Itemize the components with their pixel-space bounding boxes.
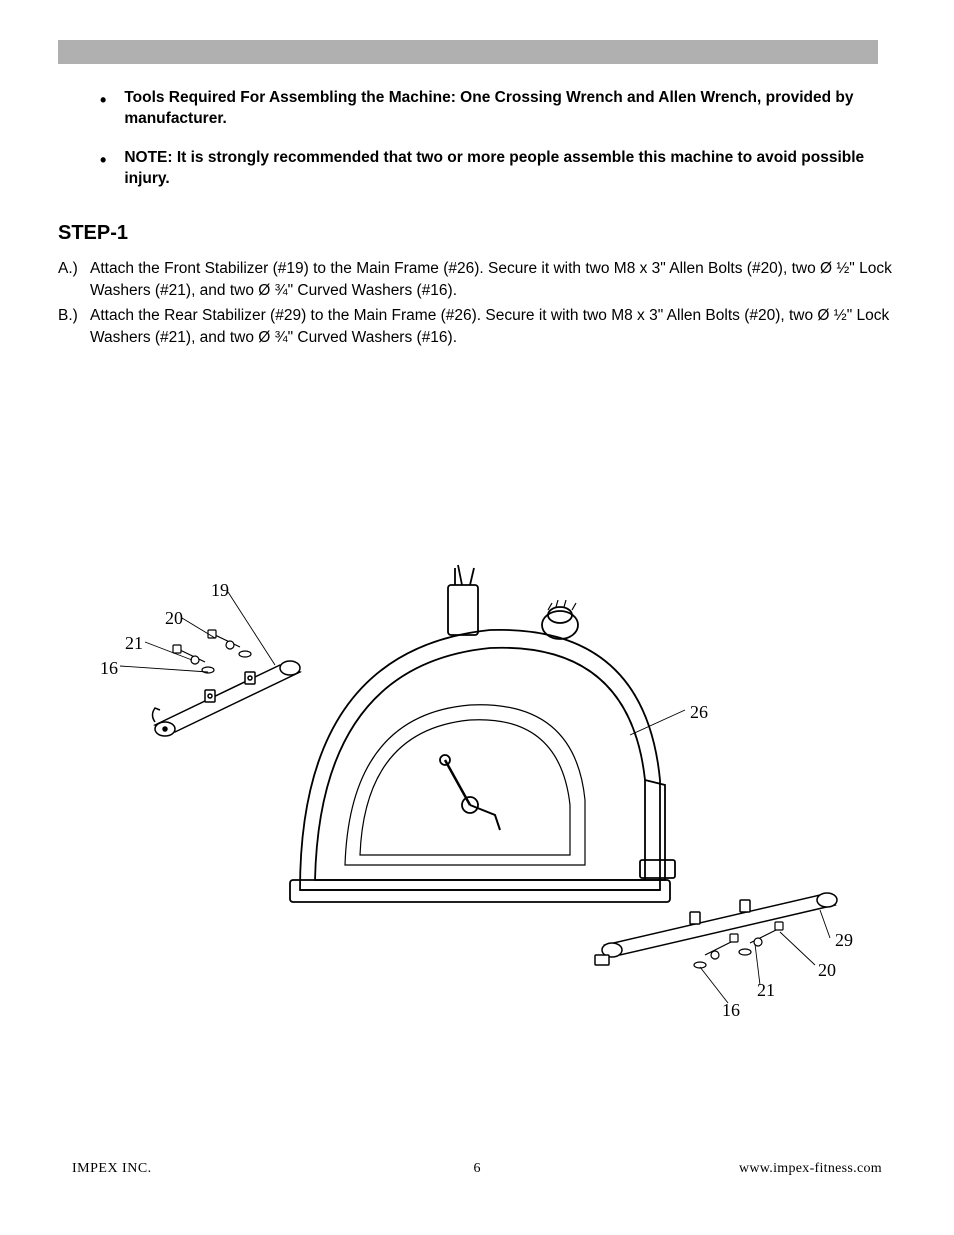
callout-26: 26 — [690, 702, 708, 723]
header-gray-bar — [58, 40, 878, 64]
footer-page-number: 6 — [474, 1161, 481, 1177]
diagram-svg — [100, 560, 860, 1020]
callout-21-rear: 21 — [757, 980, 775, 1001]
instruction-text: Attach the Front Stabilizer (#19) to the… — [90, 258, 908, 303]
callout-29: 29 — [835, 930, 853, 951]
callout-16-rear: 16 — [722, 1000, 740, 1021]
bullet-dot-icon: • — [100, 148, 106, 190]
bullet-item: • NOTE: It is strongly recommended that … — [100, 148, 900, 190]
instruction-list: A.) Attach the Front Stabilizer (#19) to… — [58, 258, 908, 352]
instruction-marker: B.) — [58, 305, 90, 350]
assembly-diagram: 19 20 21 16 26 29 20 21 16 — [100, 560, 860, 1020]
footer-company: IMPEX INC. — [72, 1161, 152, 1177]
instruction-item: A.) Attach the Front Stabilizer (#19) to… — [58, 258, 908, 303]
instruction-marker: A.) — [58, 258, 90, 303]
callout-21-front: 21 — [125, 633, 143, 654]
footer-website: www.impex-fitness.com — [739, 1161, 882, 1177]
callout-20-rear: 20 — [818, 960, 836, 981]
bullet-text: NOTE: It is strongly recommended that tw… — [124, 148, 900, 190]
callout-19: 19 — [211, 580, 229, 601]
bullet-dot-icon: • — [100, 88, 106, 130]
step-heading: STEP-1 — [58, 222, 128, 245]
callout-16-front: 16 — [100, 658, 118, 679]
bullet-item: • Tools Required For Assembling the Mach… — [100, 88, 900, 130]
instruction-item: B.) Attach the Rear Stabilizer (#29) to … — [58, 305, 908, 350]
instruction-text: Attach the Rear Stabilizer (#29) to the … — [90, 305, 908, 350]
page-footer: IMPEX INC. 6 www.impex-fitness.com — [72, 1161, 882, 1177]
tools-notes-list: • Tools Required For Assembling the Mach… — [100, 88, 900, 208]
bullet-text: Tools Required For Assembling the Machin… — [124, 88, 900, 130]
callout-20-front: 20 — [165, 608, 183, 629]
